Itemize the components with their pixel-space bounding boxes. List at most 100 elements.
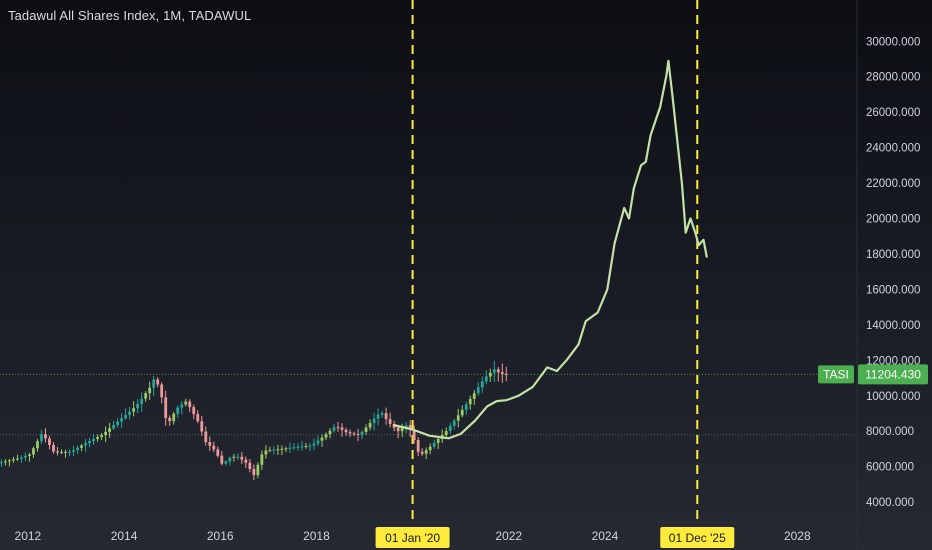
candle-body: [332, 427, 336, 431]
candle-body: [24, 455, 27, 458]
x-tick-label: 2022: [495, 529, 522, 543]
candle-body: [428, 446, 432, 451]
y-tick-label: 6000.000: [866, 462, 914, 474]
chart-title: Tadawul All Shares Index, 1M, TADAWUL: [8, 8, 252, 23]
candle-body: [340, 427, 344, 430]
candle-body: [196, 414, 200, 422]
candle-body: [164, 397, 168, 418]
candle-body: [288, 447, 292, 449]
candle-body: [452, 420, 456, 426]
candle-body: [156, 379, 160, 385]
candle-body: [16, 458, 19, 460]
symbol-tag-text: TASI: [823, 367, 849, 381]
candle-body: [424, 450, 428, 454]
candle-body: [448, 425, 452, 432]
candle-body: [168, 417, 172, 422]
y-tick-label: 30000.000: [866, 36, 920, 48]
y-tick-label: 16000.000: [866, 284, 920, 296]
candle-body: [244, 459, 248, 463]
candle-body: [84, 443, 87, 446]
candle-body: [324, 434, 328, 438]
date-marker-labels: 01 Jan '20 01 Dec '25: [375, 527, 735, 548]
candle-body: [240, 456, 244, 460]
candle-body: [504, 373, 508, 375]
candle-body: [64, 451, 67, 453]
candle-body: [44, 434, 47, 439]
candle-body: [188, 401, 192, 408]
candle-body: [408, 425, 412, 430]
candle-body: [492, 369, 496, 373]
candle-body: [380, 413, 384, 415]
candle-body: [88, 441, 91, 444]
candle-body: [104, 431, 107, 436]
candle-body: [120, 418, 124, 422]
candle-body: [76, 447, 79, 451]
candle-body: [488, 372, 492, 377]
reference-lines: [0, 373, 855, 436]
candle-body: [32, 448, 35, 455]
y-tick-label: 12000.000: [866, 355, 920, 367]
candle-body: [92, 439, 95, 442]
candle-body: [40, 434, 43, 442]
projection-line: [393, 59, 708, 440]
candle-body: [60, 452, 63, 454]
candle-body: [0, 462, 3, 464]
candle-body: [444, 431, 448, 436]
candle-body: [316, 440, 320, 444]
x-tick-label: 2024: [592, 529, 619, 543]
candle-body: [20, 457, 23, 459]
candle-body: [312, 443, 316, 446]
candle-body: [8, 460, 11, 462]
candle-body: [12, 459, 15, 461]
y-tick-label: 22000.000: [866, 178, 920, 190]
candle-body: [72, 450, 75, 452]
candle-body: [96, 437, 99, 440]
y-tick-label: 26000.000: [866, 107, 920, 119]
candle-body: [256, 464, 260, 476]
candle-body: [252, 468, 256, 476]
candle-body: [276, 449, 280, 451]
candlestick-series: [0, 360, 508, 480]
candle-body: [344, 429, 348, 433]
candle-body: [180, 404, 184, 408]
candle-body: [436, 438, 440, 443]
candle-body: [496, 369, 500, 373]
candle-body: [368, 423, 372, 428]
candle-body: [468, 398, 472, 405]
date-marker-label: 01 Dec '25: [660, 527, 735, 548]
candle-body: [192, 407, 196, 415]
candle-body: [388, 419, 392, 424]
candle-body: [292, 447, 296, 449]
candle-body: [476, 387, 480, 394]
projection-series: [393, 59, 708, 440]
candle-body: [80, 445, 83, 448]
candle-body: [404, 425, 408, 429]
candle-body: [108, 428, 112, 432]
price-value-tag-bg: [858, 364, 928, 385]
candle-body: [480, 381, 484, 388]
candle-body: [248, 462, 252, 469]
candle-body: [236, 456, 240, 458]
candle-body: [132, 408, 136, 412]
price-axis[interactable]: 30000.000 28000.000 26000.000 24000.000 2200…: [856, 0, 920, 550]
candle-body: [172, 413, 176, 422]
date-marker-lines: [411, 0, 699, 522]
candle-body: [264, 450, 268, 455]
candle-body: [204, 431, 208, 443]
candle-body: [152, 379, 156, 388]
candle-body: [400, 428, 404, 432]
date-marker-label: 01 Jan '20: [375, 527, 450, 548]
candle-body: [296, 446, 300, 448]
candle-body: [116, 421, 120, 425]
candle-body: [360, 431, 364, 435]
candle-body: [200, 421, 204, 432]
y-tick-label: 28000.000: [866, 72, 920, 84]
candle-body: [472, 393, 476, 399]
candle-body: [356, 433, 360, 435]
candle-body: [352, 433, 356, 435]
candle-body: [136, 404, 140, 409]
candle-body: [320, 437, 324, 441]
candle-body: [460, 409, 464, 416]
time-axis[interactable]: 201220142016201820202022202420262028: [0, 521, 932, 543]
